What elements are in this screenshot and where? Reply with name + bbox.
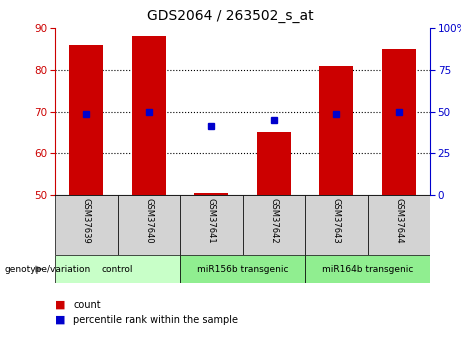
Text: GSM37640: GSM37640 [144, 198, 153, 244]
Text: GSM37643: GSM37643 [332, 198, 341, 244]
Text: count: count [73, 300, 101, 310]
Bar [55, 255, 180, 283]
Text: GDS2064 / 263502_s_at: GDS2064 / 263502_s_at [147, 9, 314, 23]
Bar [319, 66, 354, 195]
Bar [382, 49, 416, 195]
Bar [194, 193, 229, 195]
Text: control: control [102, 265, 133, 274]
Bar [180, 195, 242, 255]
Bar [242, 195, 305, 255]
Text: percentile rank within the sample: percentile rank within the sample [73, 315, 238, 325]
Bar [69, 45, 103, 195]
Text: GSM37644: GSM37644 [394, 198, 403, 244]
Text: ■: ■ [55, 315, 65, 325]
Text: miR164b transgenic: miR164b transgenic [322, 265, 413, 274]
Text: GSM37641: GSM37641 [207, 198, 216, 244]
Bar [55, 195, 118, 255]
Bar [367, 195, 430, 255]
Text: ■: ■ [55, 300, 65, 310]
Bar [305, 195, 367, 255]
Bar [131, 36, 166, 195]
Text: genotype/variation: genotype/variation [5, 265, 91, 274]
Text: miR156b transgenic: miR156b transgenic [197, 265, 288, 274]
Bar [257, 132, 291, 195]
Text: GSM37639: GSM37639 [82, 198, 91, 244]
Text: GSM37642: GSM37642 [269, 198, 278, 244]
Bar [305, 255, 430, 283]
Bar [118, 195, 180, 255]
Bar [180, 255, 305, 283]
